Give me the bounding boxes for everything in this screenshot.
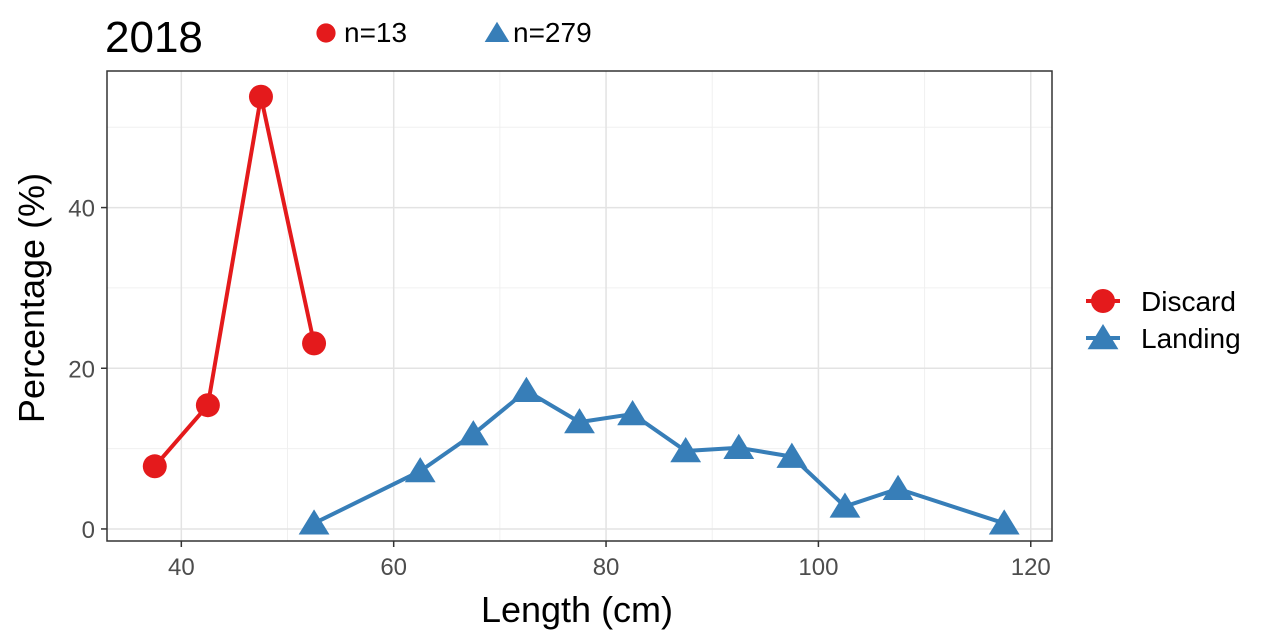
x-tick-label: 100 [798,554,838,581]
discard-point [195,393,220,418]
discard-point [302,331,327,356]
legend: Discard Landing [1086,286,1241,354]
y-axis-title: Percentage (%) [11,173,52,423]
landing-point [298,509,330,535]
series-landing [298,376,1020,535]
grid-lines [107,71,1052,541]
landing-point [776,442,808,468]
plot-panel [107,71,1052,541]
landing-point [457,420,489,446]
landing-n-label: n=279 [513,17,592,48]
discard-point [248,84,273,109]
landing-point [829,492,861,518]
y-tick-label: 40 [68,196,95,223]
legend-label-landing: Landing [1141,323,1241,354]
discard-point [142,454,167,479]
x-axis-title: Length (cm) [481,589,673,630]
legend-key-marker-discard [1091,289,1115,313]
legend-key-marker-landing [1087,324,1119,350]
landing-point [723,433,755,460]
y-tick-label: 0 [82,517,95,544]
x-tick-label: 120 [1011,554,1051,581]
discard-n-label: n=13 [344,17,407,48]
y-tick-label: 20 [68,356,95,383]
y-axis-ticks: 0 20 40 [68,196,107,544]
landing-point [670,437,702,463]
legend-label-discard: Discard [1141,286,1236,317]
landing-point [564,408,595,434]
landing-point [511,376,542,402]
series-discard [142,84,327,479]
landing-point [882,474,914,500]
x-tick-label: 60 [380,554,407,581]
x-axis-ticks: 40 60 80 100 120 [168,541,1051,581]
discard-line [153,94,317,468]
landing-point [404,457,436,483]
x-tick-label: 80 [593,554,620,581]
landing-n-marker [484,21,510,42]
landing-point [617,400,648,426]
sample-size-labels: n=13 n=279 [316,17,592,48]
chart-title: 2018 [105,13,203,62]
series-layer [142,84,1020,535]
landing-point [988,509,1020,535]
plot-border [106,70,1053,542]
x-tick-label: 40 [168,554,195,581]
discard-n-marker [316,23,336,43]
